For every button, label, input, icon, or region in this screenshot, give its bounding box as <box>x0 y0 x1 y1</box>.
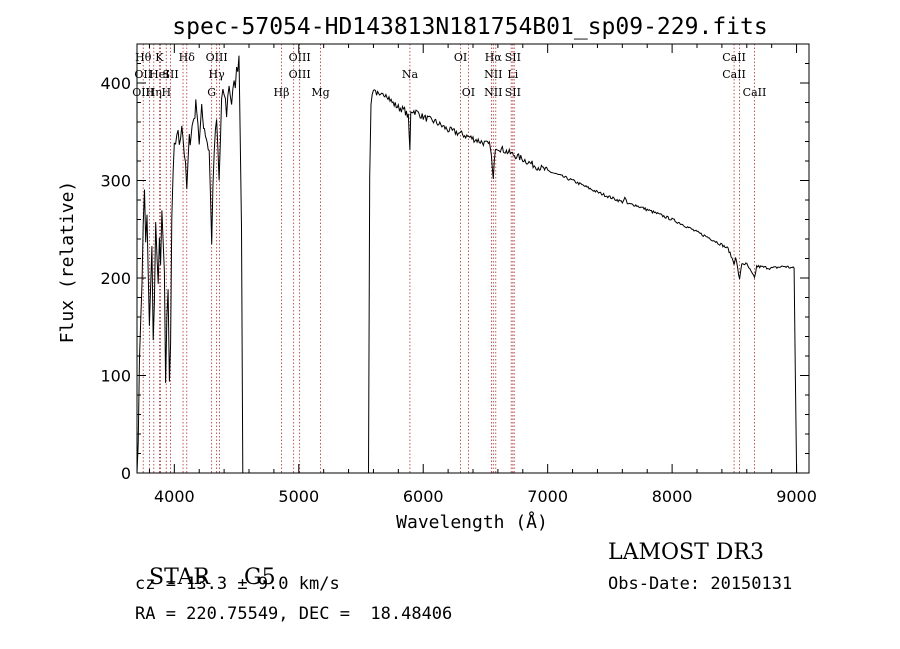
line-marker-label: SII <box>505 51 521 64</box>
line-marker-label: Hη <box>146 86 162 99</box>
line-marker-label: Mg <box>311 86 329 99</box>
spectrum-segment <box>136 55 244 474</box>
line-marker-label: NII <box>484 86 502 99</box>
x-tick-label: 4000 <box>154 487 195 506</box>
line-marker-label: OI <box>462 86 475 99</box>
line-marker-label: HeI <box>149 68 169 81</box>
line-marker-label: NII <box>484 68 502 81</box>
line-marker-label: Li <box>507 68 518 81</box>
observation-date: Obs-Date: 20150131 <box>608 574 793 594</box>
line-marker-label: G <box>207 86 216 99</box>
coordinates-readout: RA = 220.75549, DEC = 18.48406 <box>135 604 453 624</box>
line-marker-label: SII <box>505 86 521 99</box>
object-class: STAR <box>149 565 210 590</box>
x-tick-label: 6000 <box>403 487 444 506</box>
line-marker-label: K <box>155 51 164 64</box>
survey-label: LAMOST DR3 <box>608 540 764 565</box>
line-marker-label: Hα <box>485 51 503 64</box>
line-marker-label: CaII <box>722 68 746 81</box>
line-marker-label: CaII <box>743 86 767 99</box>
spectrum-line <box>136 55 798 474</box>
line-marker-label: OII <box>134 68 152 81</box>
line-marker-label: Na <box>402 68 419 81</box>
x-axis-label: Wavelength (Å) <box>396 511 548 533</box>
y-tick-label: 200 <box>100 269 131 288</box>
spectrum-segment <box>368 89 798 474</box>
line-marker-label: OIII <box>206 51 228 64</box>
line-marker-label: CaII <box>722 51 746 64</box>
object-subclass: G5 <box>244 565 276 590</box>
line-marker-label: OIII <box>289 51 311 64</box>
y-tick-label: 400 <box>100 74 131 93</box>
x-axis-ticks: 4000 5000 6000 7000 8000 9000 <box>148 44 817 506</box>
x-tick-label: 5000 <box>278 487 319 506</box>
line-marker-label: OI <box>454 51 467 64</box>
x-tick-label: 7000 <box>527 487 568 506</box>
line-marker-label: OIII <box>289 68 311 81</box>
line-marker-label: Hθ <box>135 51 152 64</box>
y-tick-label: 100 <box>100 367 131 386</box>
line-marker-label: Hγ <box>209 68 226 81</box>
redshift-readout: cz = 13.3 ± 9.0 km/s <box>135 574 340 594</box>
line-marker-label: Hβ <box>274 86 290 99</box>
line-marker-labels: HθOIIOIIIHηKHeIHSIIHδGOIIIHγHβOIIIOIIIMg… <box>132 51 766 99</box>
line-marker-label: OIII <box>132 86 154 99</box>
plot-frame <box>136 43 810 474</box>
line-marker-label: H <box>161 86 171 99</box>
chart-title: spec-57054-HD143813N181754B01_sp09-229.f… <box>172 14 767 40</box>
y-tick-label: 0 <box>121 464 131 483</box>
line-marker-label: SII <box>162 68 178 81</box>
line-marker-label: Hδ <box>179 51 196 64</box>
y-axis-ticks: 0 100 200 300 400 <box>100 43 809 483</box>
y-axis-label: Flux (relative) <box>57 181 78 344</box>
x-tick-label: 8000 <box>652 487 693 506</box>
line-markers <box>142 44 755 473</box>
y-tick-label: 300 <box>100 172 131 191</box>
x-tick-label: 9000 <box>776 487 817 506</box>
